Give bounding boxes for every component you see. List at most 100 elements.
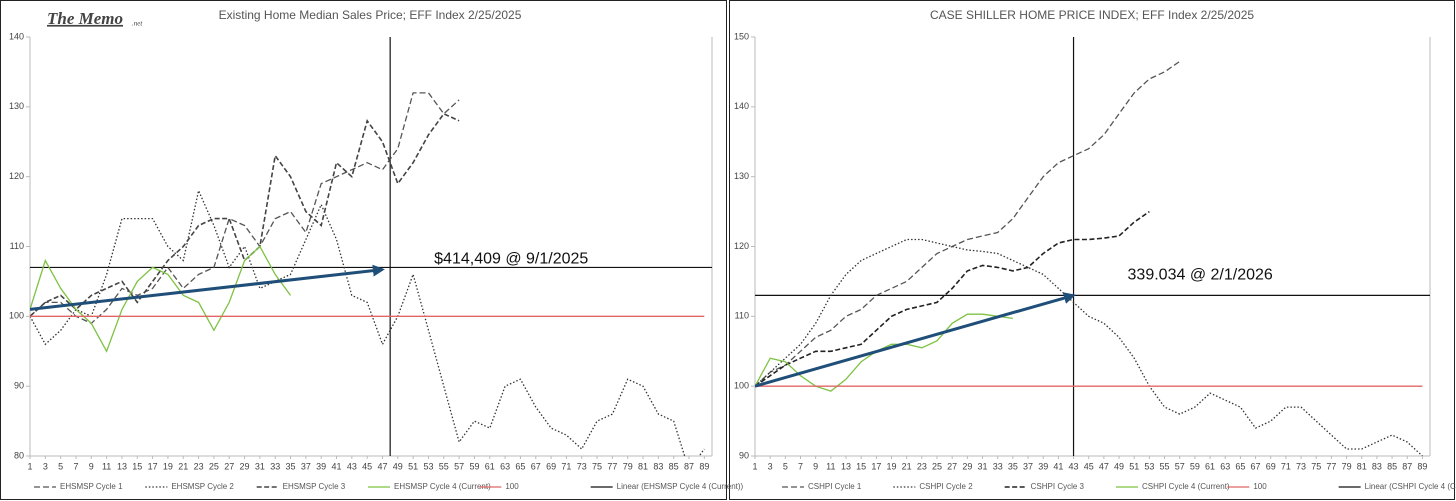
x-tick-label: 83 <box>653 461 663 471</box>
x-tick-label: 21 <box>902 461 912 471</box>
x-tick-label: 35 <box>1008 461 1018 471</box>
legend-label: EHSMSP Cycle 4 (Current) <box>394 482 491 491</box>
legend-label: Linear (CSHPI Cycle 4 (Current)) <box>1365 482 1456 491</box>
y-tick-label: 100 <box>734 381 749 391</box>
logo: The Memo <box>47 9 123 28</box>
x-tick-label: 29 <box>240 461 250 471</box>
y-tick-label: 90 <box>14 381 24 391</box>
x-tick-label: 11 <box>102 461 111 471</box>
x-tick-label: 31 <box>255 461 265 471</box>
x-tick-label: 81 <box>638 461 648 471</box>
x-tick-label: 39 <box>316 461 326 471</box>
x-tick-label: 39 <box>1038 461 1048 471</box>
x-tick-label: 69 <box>546 461 556 471</box>
x-tick-label: 85 <box>1387 461 1397 471</box>
x-tick-label: 1 <box>752 461 757 471</box>
y-tick-label: 120 <box>734 241 749 251</box>
legend-label: Linear (EHSMSP Cycle 4 (Current)) <box>617 482 744 491</box>
x-tick-label: 17 <box>148 461 158 471</box>
plot-area <box>755 37 1430 456</box>
x-tick-label: 19 <box>163 461 173 471</box>
x-tick-label: 37 <box>1023 461 1033 471</box>
series-line <box>755 210 1150 387</box>
y-tick-label: 150 <box>734 31 749 41</box>
panel-border <box>0 0 727 500</box>
x-tick-label: 55 <box>439 461 449 471</box>
x-tick-label: 17 <box>871 461 881 471</box>
x-tick-label: 61 <box>485 461 495 471</box>
legend-label: 100 <box>505 482 519 491</box>
x-tick-label: 49 <box>393 461 403 471</box>
x-tick-label: 77 <box>1326 461 1336 471</box>
plot-area <box>30 37 712 456</box>
x-tick-label: 53 <box>1144 461 1154 471</box>
x-tick-label: 79 <box>623 461 633 471</box>
x-tick-label: 27 <box>947 461 957 471</box>
chart-title: Existing Home Median Sales Price; EFF In… <box>219 8 522 22</box>
x-tick-label: 63 <box>1220 461 1230 471</box>
x-tick-label: 9 <box>813 461 818 471</box>
x-tick-label: 15 <box>856 461 866 471</box>
x-tick-label: 43 <box>347 461 357 471</box>
series-line <box>30 245 292 353</box>
x-tick-label: 7 <box>73 461 78 471</box>
y-tick-label: 110 <box>10 241 24 251</box>
x-tick-label: 11 <box>826 461 835 471</box>
legend-label: CSHPI Cycle 3 <box>1031 482 1085 491</box>
x-tick-label: 71 <box>1281 461 1291 471</box>
x-tick-label: 29 <box>962 461 972 471</box>
y-tick-label: 130 <box>734 171 749 181</box>
x-tick-label: 71 <box>561 461 571 471</box>
chart-title: CASE SHILLER HOME PRICE INDEX; EFF Index… <box>930 8 1254 22</box>
x-tick-label: 73 <box>577 461 587 471</box>
legend-label: EHSMSP Cycle 3 <box>283 482 346 491</box>
x-tick-label: 37 <box>301 461 311 471</box>
x-tick-label: 77 <box>607 461 617 471</box>
x-tick-label: 65 <box>515 461 525 471</box>
x-tick-label: 5 <box>783 461 788 471</box>
logo-suffix: .net <box>132 20 143 28</box>
panel-border <box>729 0 1455 500</box>
legend-label: 100 <box>1253 482 1267 491</box>
x-tick-label: 13 <box>841 461 851 471</box>
y-tick-label: 130 <box>9 101 24 111</box>
annotation: 339.034 @ 2/1/2026 <box>1128 267 1273 284</box>
x-tick-label: 51 <box>408 461 418 471</box>
x-tick-label: 9 <box>89 461 94 471</box>
y-tick-label: 90 <box>739 450 749 460</box>
x-tick-label: 67 <box>1251 461 1261 471</box>
x-tick-label: 43 <box>1069 461 1079 471</box>
x-tick-label: 51 <box>1129 461 1139 471</box>
x-tick-label: 19 <box>887 461 897 471</box>
x-tick-label: 75 <box>592 461 602 471</box>
y-tick-label: 110 <box>735 311 749 321</box>
y-tick-label: 140 <box>734 101 749 111</box>
legend-label: CSHPI Cycle 1 <box>808 482 862 491</box>
x-tick-label: 65 <box>1235 461 1245 471</box>
x-tick-label: 41 <box>1053 461 1063 471</box>
x-tick-label: 33 <box>270 461 280 471</box>
x-tick-label: 23 <box>194 461 204 471</box>
legend-label: CSHPI Cycle 2 <box>919 482 973 491</box>
x-tick-label: 89 <box>699 461 709 471</box>
x-tick-label: 21 <box>178 461 188 471</box>
x-tick-label: 81 <box>1357 461 1367 471</box>
y-tick-label: 80 <box>14 450 24 460</box>
x-tick-label: 67 <box>531 461 541 471</box>
x-tick-label: 87 <box>684 461 694 471</box>
x-tick-label: 49 <box>1114 461 1124 471</box>
x-tick-label: 73 <box>1296 461 1306 471</box>
x-tick-label: 87 <box>1402 461 1412 471</box>
x-tick-label: 27 <box>224 461 234 471</box>
x-tick-label: 33 <box>993 461 1003 471</box>
x-tick-label: 13 <box>117 461 127 471</box>
x-tick-label: 15 <box>132 461 142 471</box>
trend-arrow <box>30 264 385 311</box>
x-tick-label: 79 <box>1342 461 1352 471</box>
series-line <box>30 112 460 317</box>
x-tick-label: 63 <box>500 461 510 471</box>
x-tick-label: 83 <box>1372 461 1382 471</box>
x-tick-label: 59 <box>469 461 479 471</box>
x-tick-label: 69 <box>1266 461 1276 471</box>
